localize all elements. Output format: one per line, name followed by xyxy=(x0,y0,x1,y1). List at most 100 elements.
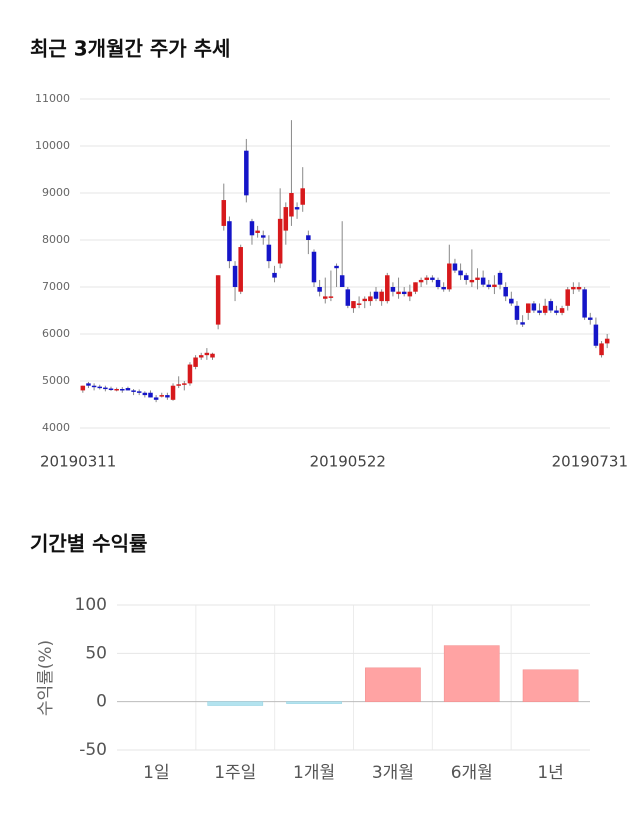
candle-body xyxy=(97,386,102,389)
candle-body xyxy=(356,303,362,305)
candle-body xyxy=(571,287,576,290)
y-tick-label: 0 xyxy=(96,692,107,712)
candle-body xyxy=(458,270,463,276)
bar xyxy=(286,701,342,704)
candle-body xyxy=(424,277,430,280)
candle-body xyxy=(238,247,243,292)
candle-body xyxy=(198,355,204,358)
y-tick-label: 5000 xyxy=(42,374,70,387)
candle-body xyxy=(91,385,97,388)
candle-body xyxy=(559,308,565,313)
candle-body xyxy=(604,338,610,344)
candle-body xyxy=(215,275,221,325)
candle-body xyxy=(345,289,351,306)
x-tick-label: 20190731 xyxy=(552,453,628,471)
candle-body xyxy=(407,291,413,297)
candle-body xyxy=(447,263,452,290)
candle-body xyxy=(497,272,503,285)
candle-body xyxy=(103,387,108,390)
candle-body xyxy=(255,230,260,233)
candle-body xyxy=(554,310,559,313)
candle-body xyxy=(86,383,91,386)
candle-body xyxy=(80,385,86,391)
candle-body xyxy=(210,353,215,358)
y-tick-label: 7000 xyxy=(42,280,70,293)
candle-body xyxy=(131,390,136,392)
candle-body xyxy=(379,291,384,302)
candle-body xyxy=(401,291,407,295)
y-tick-label: 10000 xyxy=(35,139,70,152)
candle-body xyxy=(165,395,170,398)
candle-body xyxy=(441,287,446,290)
candle-body xyxy=(475,277,480,280)
candle-body xyxy=(576,287,582,290)
candle-body xyxy=(311,251,317,283)
candle-body xyxy=(108,388,114,391)
candle-body xyxy=(334,265,339,269)
candle-body xyxy=(588,317,593,320)
candle-body xyxy=(390,287,396,292)
candle-body xyxy=(339,275,345,287)
candle-body xyxy=(227,221,232,262)
candle-body xyxy=(463,275,469,280)
candle-body xyxy=(565,289,570,306)
y-axis-label: 수익률(%) xyxy=(36,640,56,716)
candle-body xyxy=(413,282,418,292)
x-tick-label: 20190311 xyxy=(40,453,116,471)
candle-body xyxy=(187,364,193,384)
candle-body xyxy=(362,298,367,302)
candle-body xyxy=(435,279,441,287)
x-tick-label: 6개월 xyxy=(451,763,493,783)
candle-body xyxy=(159,395,165,397)
candle-body xyxy=(373,291,379,299)
candle-body xyxy=(548,301,554,311)
candle-body xyxy=(283,207,289,231)
candle-body xyxy=(328,296,334,298)
candle-body xyxy=(148,392,153,398)
candle-body xyxy=(204,352,210,356)
y-tick-label: 9000 xyxy=(42,186,70,199)
candle-body xyxy=(323,296,328,299)
x-tick-label: 1개월 xyxy=(293,763,335,783)
y-tick-label: 100 xyxy=(75,595,107,615)
candle-body xyxy=(480,277,486,285)
candle-body xyxy=(537,310,542,313)
candle-body xyxy=(244,150,249,196)
candle-body xyxy=(272,272,277,278)
candle-body xyxy=(542,305,548,313)
candle-body xyxy=(509,298,514,304)
bar xyxy=(207,701,264,706)
y-tick-label: 6000 xyxy=(42,327,70,340)
x-tick-label: 20190522 xyxy=(310,453,386,471)
candle-body xyxy=(368,296,373,302)
candle-body xyxy=(294,207,300,210)
chart-title: 최근 3개월간 주가 추세 xyxy=(30,37,230,61)
candle-body xyxy=(182,383,187,385)
bar xyxy=(522,669,579,702)
y-tick-label: 11000 xyxy=(35,92,70,105)
x-tick-label: 1주일 xyxy=(214,763,256,783)
x-tick-label: 1일 xyxy=(143,763,169,783)
bar xyxy=(365,667,421,702)
x-tick-label: 3개월 xyxy=(372,763,414,783)
candle-body xyxy=(300,188,305,205)
candle-body xyxy=(289,193,294,217)
candle-body xyxy=(430,277,435,280)
bar xyxy=(443,645,500,702)
candle-body xyxy=(452,263,458,271)
candle-body xyxy=(385,275,390,302)
candle-body xyxy=(503,287,508,297)
candle-body xyxy=(469,279,475,283)
candle-body xyxy=(317,287,322,292)
candle-body xyxy=(260,235,266,238)
y-tick-label: 50 xyxy=(85,643,107,663)
candle-body xyxy=(120,388,125,391)
chart-title: 기간별 수익률 xyxy=(30,532,147,556)
candle-body xyxy=(221,200,227,226)
candle-body xyxy=(593,324,599,346)
candle-body xyxy=(486,284,492,287)
candle-body xyxy=(492,284,497,287)
candle-body xyxy=(266,244,272,262)
x-tick-label: 1년 xyxy=(537,763,563,783)
